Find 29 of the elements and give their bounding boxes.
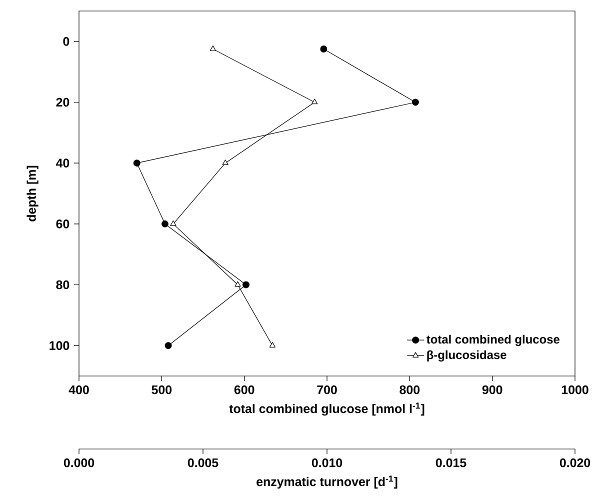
y-tick-label: 40 xyxy=(56,158,70,168)
x-tick-label: 700 xyxy=(317,385,337,394)
point xyxy=(161,220,168,228)
y-axis-title: depth [m] xyxy=(26,166,38,222)
x-tick-label: 900 xyxy=(482,385,502,394)
y-tick-label: 80 xyxy=(56,280,70,290)
y-tick-label: 100 xyxy=(50,341,70,350)
x2-tick-label: 0.005 xyxy=(188,458,218,468)
point xyxy=(133,160,140,167)
point xyxy=(412,98,419,106)
x-tick-label: 800 xyxy=(400,385,420,394)
y-tick-label: 60 xyxy=(56,220,70,228)
x-tick-label: 600 xyxy=(234,385,254,394)
x2-tick-label: 0.010 xyxy=(312,458,342,468)
legend-label: β-glucosidase xyxy=(427,350,506,362)
y-tick-label: 0 xyxy=(63,37,70,46)
x-tick-label: 400 xyxy=(68,385,89,394)
x-tick-label: 1000 xyxy=(562,385,588,394)
x2-tick-label: 0.015 xyxy=(436,458,466,468)
x2-axis-title: enzymatic turnover [d$^{-1}$] xyxy=(256,476,398,489)
x2-tick-label: 0.000 xyxy=(64,458,94,468)
x-axis-title: total combined glucose [nmol l$^{-1}$] xyxy=(229,402,424,416)
point xyxy=(242,281,250,288)
y-tick-label: 20 xyxy=(56,98,70,107)
legend-label: total combined glucose xyxy=(426,334,560,346)
x2-tick-label: 0.020 xyxy=(560,458,590,468)
point xyxy=(164,342,172,350)
point xyxy=(320,46,328,53)
x-tick-label: 500 xyxy=(152,385,172,394)
